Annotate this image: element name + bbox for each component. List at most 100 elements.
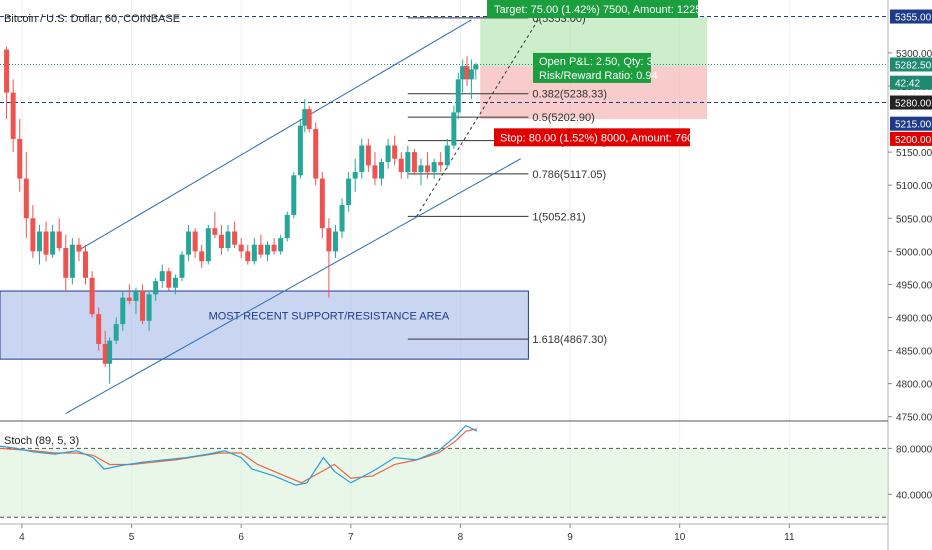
stoch-k-line	[0, 424, 478, 486]
candle-body	[153, 281, 159, 295]
price-tick-label: 4800.00	[896, 380, 932, 391]
time-tick-label: 5	[129, 532, 135, 543]
candle-body	[284, 214, 290, 239]
candle	[251, 238, 257, 265]
support-zone	[0, 290, 529, 360]
candle-body	[69, 244, 75, 278]
time-tick-label: 6	[238, 532, 244, 543]
candle	[385, 138, 391, 169]
candle	[17, 119, 23, 192]
candle	[83, 244, 89, 285]
candle-body	[113, 324, 119, 341]
candle	[30, 205, 36, 258]
candle-body	[218, 234, 224, 249]
candle-body	[126, 297, 132, 301]
candle	[464, 56, 470, 86]
candle	[372, 152, 378, 186]
candle-body	[179, 254, 185, 278]
candle	[153, 277, 159, 301]
candle-body	[473, 64, 479, 70]
time-tick-label: 11	[784, 532, 795, 543]
candle	[10, 79, 16, 153]
candle-body	[302, 109, 308, 126]
candle	[398, 152, 404, 179]
candle	[63, 234, 69, 292]
channel-upper-line[interactable]	[76, 19, 472, 252]
price-label: 5355.00	[890, 9, 932, 24]
target-label-text: Target: 75.00 (1.42%) 7500, Amount: 1225	[494, 4, 701, 16]
candle-body	[372, 165, 378, 179]
candle	[238, 238, 244, 258]
candle-body	[411, 152, 417, 172]
candle	[460, 59, 466, 93]
time-tick-label: 10	[674, 532, 686, 543]
support-zone-label: MOST RECENT SUPPORT/RESISTANCE AREA	[209, 310, 450, 322]
price-tick-label: 5050.00	[896, 214, 932, 225]
candle	[306, 105, 312, 133]
candle	[473, 62, 479, 80]
candle	[365, 138, 371, 172]
stoch-axis[interactable]: 80.0000 40.0000	[888, 444, 932, 501]
candle-body	[379, 162, 385, 179]
candle-body	[332, 231, 338, 252]
candle-body	[30, 218, 36, 252]
candle	[455, 72, 461, 120]
price-tick-label: 4950.00	[896, 280, 932, 291]
candle	[50, 224, 56, 258]
candle-body	[455, 79, 461, 113]
price-label-text: 5282.50	[895, 60, 932, 71]
time-tick-label: 4	[19, 532, 25, 543]
candle-body	[352, 171, 358, 179]
candle-body	[76, 244, 82, 252]
candle	[302, 99, 308, 133]
candle	[245, 244, 251, 265]
price-label-bg	[890, 75, 932, 90]
candle	[379, 158, 385, 186]
channel-lower-line[interactable]	[65, 158, 521, 414]
price-label-text: 42:42	[895, 79, 920, 90]
candle	[69, 238, 75, 285]
candle-body	[199, 251, 205, 262]
candle-body	[133, 291, 139, 301]
candle-body	[385, 145, 391, 163]
price-label: 42:42	[890, 75, 932, 90]
candle-body	[146, 294, 152, 321]
candle-body	[339, 205, 345, 232]
grid	[21, 0, 790, 523]
candle-body	[36, 231, 42, 252]
candle-body	[392, 145, 398, 159]
candle-body	[10, 92, 16, 139]
price-label: 5282.50	[890, 57, 932, 72]
candle	[192, 228, 198, 258]
time-axis[interactable]: 4 5 6 7 8 9 10 11	[19, 524, 795, 543]
candle	[326, 218, 332, 298]
fib-level-label: 0.382(5238.33)	[532, 89, 607, 101]
candle	[411, 148, 417, 176]
price-label-text: 5280.00	[895, 99, 932, 110]
candle-body	[444, 145, 450, 166]
candle-body	[166, 271, 172, 288]
candle	[405, 145, 411, 179]
candle	[468, 59, 474, 100]
candle	[102, 330, 108, 368]
stoch-band	[0, 448, 888, 518]
candle-body	[464, 66, 470, 80]
price-label-text: 5215.00	[895, 120, 932, 131]
candle	[172, 274, 178, 295]
candle	[186, 224, 192, 262]
candle-body	[258, 244, 264, 255]
time-tick-label: 8	[458, 532, 464, 543]
candle-body	[17, 138, 23, 179]
candle	[23, 152, 29, 239]
stop-label-text: Stop: 80.00 (1.52%) 8000, Amount: 760	[500, 132, 693, 144]
candle	[43, 221, 49, 262]
candle	[438, 152, 444, 172]
price-label-bg	[890, 9, 932, 24]
price-label-text: 5355.00	[895, 13, 932, 24]
candle	[425, 152, 431, 179]
fib-level-label: 1(5052.81)	[532, 211, 585, 223]
stop-label: Stop: 80.00 (1.52%) 8000, Amount: 760	[494, 128, 693, 147]
stoch-label: Stoch (89, 5, 3)	[4, 435, 79, 447]
candle-body	[297, 125, 303, 176]
